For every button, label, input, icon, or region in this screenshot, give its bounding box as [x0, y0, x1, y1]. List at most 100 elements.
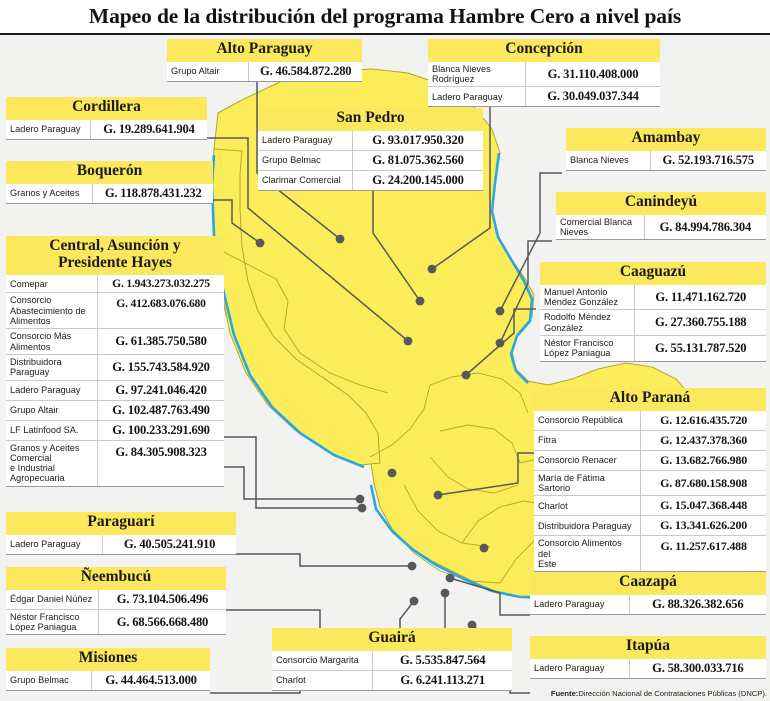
department-table: Consorcio Margarita G. 5.535.847.564 Cha…: [272, 650, 512, 691]
company-name: Ladero Paraguay: [6, 119, 91, 140]
department-table: Consorcio República G. 12.616.435.720 Fi…: [534, 410, 766, 573]
company-name: Grupo Belmac: [258, 150, 353, 171]
amount-value: G. 88.326.382.656: [629, 594, 766, 615]
source-text: Dirección Nacional de Contrataciones Púb…: [578, 689, 767, 698]
company-name: Ladero Paraguay: [530, 594, 630, 615]
amount-value: G. 52.193.716.575: [650, 150, 766, 171]
company-name: Granos y Aceites: [6, 183, 94, 204]
table-row: Ladero Paraguay G. 88.326.382.656: [530, 594, 766, 615]
department-box-neembucu: Ñeembucú Édgar Daniel Núñez G. 73.104.50…: [6, 567, 226, 636]
department-title: Amambay: [566, 128, 766, 151]
amount-value: G. 6.241.113.271: [372, 670, 512, 691]
department-box-concepcion: Concepción Blanca Nieves Rodríguez G. 31…: [428, 39, 660, 108]
company-name: Grupo Altair: [6, 400, 99, 421]
amount-value: G. 61.385.750.580: [97, 328, 224, 355]
department-table: Édgar Daniel Núñez G. 73.104.506.496 Nés…: [6, 589, 226, 636]
amount-value: G. 1.943.273.032.275: [97, 275, 224, 294]
table-row: LF Latinfood SA. G. 100.233.291.690: [6, 420, 224, 441]
table-row: Granos y Aceites G. 118.878.431.232: [6, 183, 213, 204]
department-box-san-pedro: San Pedro Ladero Paraguay G. 93.017.950.…: [258, 108, 483, 191]
amount-value: G. 87.680.158.908: [640, 470, 766, 497]
table-row: Manuel Antonio Méndez González G. 11.471…: [540, 284, 766, 311]
company-name: Distribuidora Paraguay: [534, 515, 642, 537]
company-name: Manuel Antonio Méndez González: [540, 284, 636, 311]
amount-value: G. 118.878.431.232: [92, 183, 213, 204]
company-name: Ladero Paraguay: [6, 380, 99, 401]
amount-value: G. 11.257.617.488: [640, 535, 766, 573]
company-name: Blanca Nieves: [566, 150, 651, 171]
company-name: Ladero Paraguay: [6, 534, 104, 555]
department-title: Alto Paraguay: [167, 39, 362, 62]
amount-value: G. 15.047.368.448: [640, 495, 766, 517]
company-name: Ladero Paraguay: [530, 658, 630, 679]
department-title: Boquerón: [6, 161, 213, 184]
department-table: Blanca Nieves G. 52.193.716.575: [566, 150, 766, 171]
amount-value: G. 13.682.766.980: [640, 450, 766, 471]
amount-value: G. 12.437.378.360: [640, 430, 766, 451]
table-row: Ladero Paraguay G. 19.289.641.904: [6, 119, 207, 140]
table-row: Consorcio República G. 12.616.435.720: [534, 410, 766, 431]
amount-value: G. 11.471.162.720: [634, 284, 766, 311]
amount-value: G. 55.131.787.520: [634, 335, 766, 362]
table-row: Comercial Blanca Nieves G. 84.994.786.30…: [556, 214, 766, 241]
amount-value: G. 46.584.872.280: [248, 61, 362, 82]
department-table: Grupo Belmac G. 44.464.513.000: [6, 670, 210, 691]
department-table: Grupo Altair G. 46.584.872.280: [167, 61, 362, 82]
amount-value: G. 93.017.950.320: [352, 130, 483, 151]
table-row: Consorcio Margarita G. 5.535.847.564: [272, 650, 512, 671]
page-title-bar: Mapeo de la distribución del programa Ha…: [0, 0, 770, 35]
company-name: Ladero Paraguay: [258, 130, 353, 151]
department-box-guaira: Guairá Consorcio Margarita G. 5.535.847.…: [272, 628, 512, 691]
department-title: Canindeyú: [556, 192, 766, 215]
table-row: Clarimar Comercial G. 24.200.145.000: [258, 170, 483, 191]
department-table: Blanca Nieves Rodríguez G. 31.110.408.00…: [428, 61, 660, 108]
company-name: Consorcio Abastecimiento de Alimentos: [6, 292, 99, 330]
amount-value: G. 27.360.755.188: [634, 309, 766, 336]
company-name: Granos y Aceites Comercial e Industrial …: [6, 440, 99, 487]
table-row: Ladero Paraguay G. 58.300.033.716: [530, 658, 766, 679]
company-name: Consorcio Más Alimentos: [6, 328, 99, 355]
department-table: Comercial Blanca Nieves G. 84.994.786.30…: [556, 214, 766, 241]
table-row: Ladero Paraguay G. 40.505.241.910: [6, 534, 236, 555]
table-row: Consorcio Más Alimentos G. 61.385.750.58…: [6, 328, 224, 355]
department-box-cordillera: Cordillera Ladero Paraguay G. 19.289.641…: [6, 97, 207, 140]
table-row: Grupo Altair G. 102.487.763.490: [6, 400, 224, 421]
department-box-itapua: Itapúa Ladero Paraguay G. 58.300.033.716: [530, 636, 766, 679]
department-box-amambay: Amambay Blanca Nieves G. 52.193.716.575: [566, 128, 766, 171]
table-row: Consorcio Alimentos del Este G. 11.257.6…: [534, 535, 766, 573]
table-row: Rodolfo Méndez González G. 27.360.755.18…: [540, 309, 766, 336]
table-row: Charlot G. 6.241.113.271: [272, 670, 512, 691]
company-name: María de Fátima Sartorio: [534, 470, 642, 497]
company-name: Consorcio Renacer: [534, 450, 642, 471]
company-name: Édgar Daniel Núñez: [6, 589, 99, 610]
table-row: Distribuidora Paraguay G. 13.341.626.200: [534, 515, 766, 537]
amount-value: G. 58.300.033.716: [629, 658, 766, 679]
amount-value: G. 12.616.435.720: [640, 410, 766, 431]
table-row: Charlot G. 15.047.368.448: [534, 495, 766, 517]
amount-value: G. 24.200.145.000: [352, 170, 483, 191]
amount-value: G. 84.305.908.323: [97, 440, 224, 487]
department-box-misiones: Misiones Grupo Belmac G. 44.464.513.000: [6, 648, 210, 691]
company-name: Grupo Altair: [167, 61, 250, 82]
department-table: Ladero Paraguay G. 40.505.241.910: [6, 534, 236, 555]
table-row: Grupo Belmac G. 44.464.513.000: [6, 670, 210, 691]
table-row: Comepar G. 1.943.273.032.275: [6, 275, 224, 294]
map-chaco: [211, 148, 381, 466]
amount-value: G. 100.233.291.690: [97, 420, 224, 441]
company-name: Consorcio República: [534, 410, 642, 431]
department-box-central: Central, Asunción y Presidente Hayes Com…: [6, 236, 224, 487]
department-title: Paraguarí: [6, 512, 236, 535]
department-box-caazapa: Caazapá Ladero Paraguay G. 88.326.382.65…: [530, 572, 766, 615]
department-box-canindeyu: Canindeyú Comercial Blanca Nieves G. 84.…: [556, 192, 766, 241]
department-title: Misiones: [6, 648, 210, 671]
table-row: Consorcio Renacer G. 13.682.766.980: [534, 450, 766, 471]
company-name: Néstor Francisco López Paniagua: [540, 335, 636, 362]
amount-value: G. 31.110.408.000: [525, 61, 660, 88]
company-name: Charlot: [534, 495, 642, 517]
company-name: Ladero Paraguay: [428, 86, 526, 108]
department-table: Ladero Paraguay G. 19.289.641.904: [6, 119, 207, 140]
amount-value: G. 19.289.641.904: [90, 119, 207, 140]
amount-value: G. 44.464.513.000: [91, 670, 210, 691]
company-name: Rodolfo Méndez González: [540, 309, 636, 336]
company-name: Consorcio Margarita: [272, 650, 374, 671]
